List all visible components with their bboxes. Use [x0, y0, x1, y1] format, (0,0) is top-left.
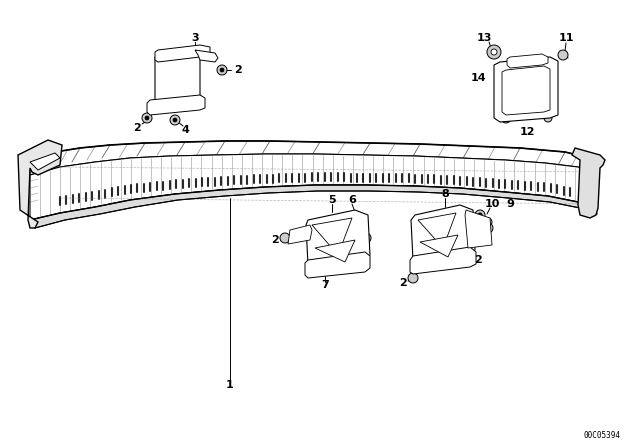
- Circle shape: [217, 65, 227, 75]
- Circle shape: [364, 236, 368, 240]
- Text: 9: 9: [506, 199, 514, 209]
- Circle shape: [142, 113, 152, 123]
- Polygon shape: [30, 154, 595, 220]
- Text: 2: 2: [271, 235, 279, 245]
- Polygon shape: [195, 50, 218, 62]
- Polygon shape: [572, 148, 605, 218]
- Polygon shape: [305, 252, 370, 278]
- Text: 14: 14: [470, 73, 486, 83]
- Circle shape: [544, 114, 552, 122]
- Polygon shape: [410, 247, 476, 274]
- Polygon shape: [312, 218, 352, 255]
- Text: 1: 1: [226, 380, 234, 390]
- Text: 00C05394: 00C05394: [583, 431, 620, 440]
- Polygon shape: [18, 140, 62, 228]
- Circle shape: [483, 223, 493, 233]
- Circle shape: [280, 233, 290, 243]
- Circle shape: [220, 68, 224, 72]
- Text: 5: 5: [328, 195, 336, 205]
- Text: 3: 3: [191, 33, 199, 43]
- Circle shape: [484, 218, 492, 226]
- Polygon shape: [30, 141, 595, 175]
- Polygon shape: [306, 210, 370, 268]
- Circle shape: [170, 115, 180, 125]
- Text: 2: 2: [234, 65, 242, 75]
- Polygon shape: [411, 205, 475, 263]
- Polygon shape: [147, 95, 205, 115]
- Text: 7: 7: [321, 280, 329, 290]
- Polygon shape: [507, 54, 548, 68]
- Text: 10: 10: [484, 199, 500, 209]
- Circle shape: [361, 233, 371, 243]
- Circle shape: [487, 45, 501, 59]
- Polygon shape: [155, 45, 210, 62]
- Circle shape: [501, 113, 511, 123]
- Text: 13: 13: [476, 33, 492, 43]
- Text: 2: 2: [133, 123, 141, 133]
- Circle shape: [145, 116, 149, 120]
- Circle shape: [558, 50, 568, 60]
- Circle shape: [478, 213, 482, 217]
- Polygon shape: [418, 213, 456, 248]
- Circle shape: [408, 273, 418, 283]
- Text: 12: 12: [519, 127, 535, 137]
- Text: 2: 2: [399, 278, 407, 288]
- Circle shape: [475, 210, 485, 220]
- Text: 8: 8: [441, 189, 449, 199]
- Polygon shape: [494, 57, 558, 122]
- Text: 4: 4: [181, 125, 189, 135]
- Polygon shape: [315, 240, 355, 262]
- Polygon shape: [502, 66, 550, 115]
- Circle shape: [491, 49, 497, 55]
- Polygon shape: [30, 153, 60, 170]
- Polygon shape: [288, 225, 312, 244]
- Circle shape: [173, 118, 177, 122]
- Text: 6: 6: [348, 195, 356, 205]
- Polygon shape: [465, 210, 492, 248]
- Polygon shape: [155, 50, 200, 107]
- Text: 2: 2: [474, 255, 482, 265]
- Text: 11: 11: [558, 33, 573, 43]
- Polygon shape: [420, 235, 458, 257]
- Polygon shape: [30, 185, 597, 228]
